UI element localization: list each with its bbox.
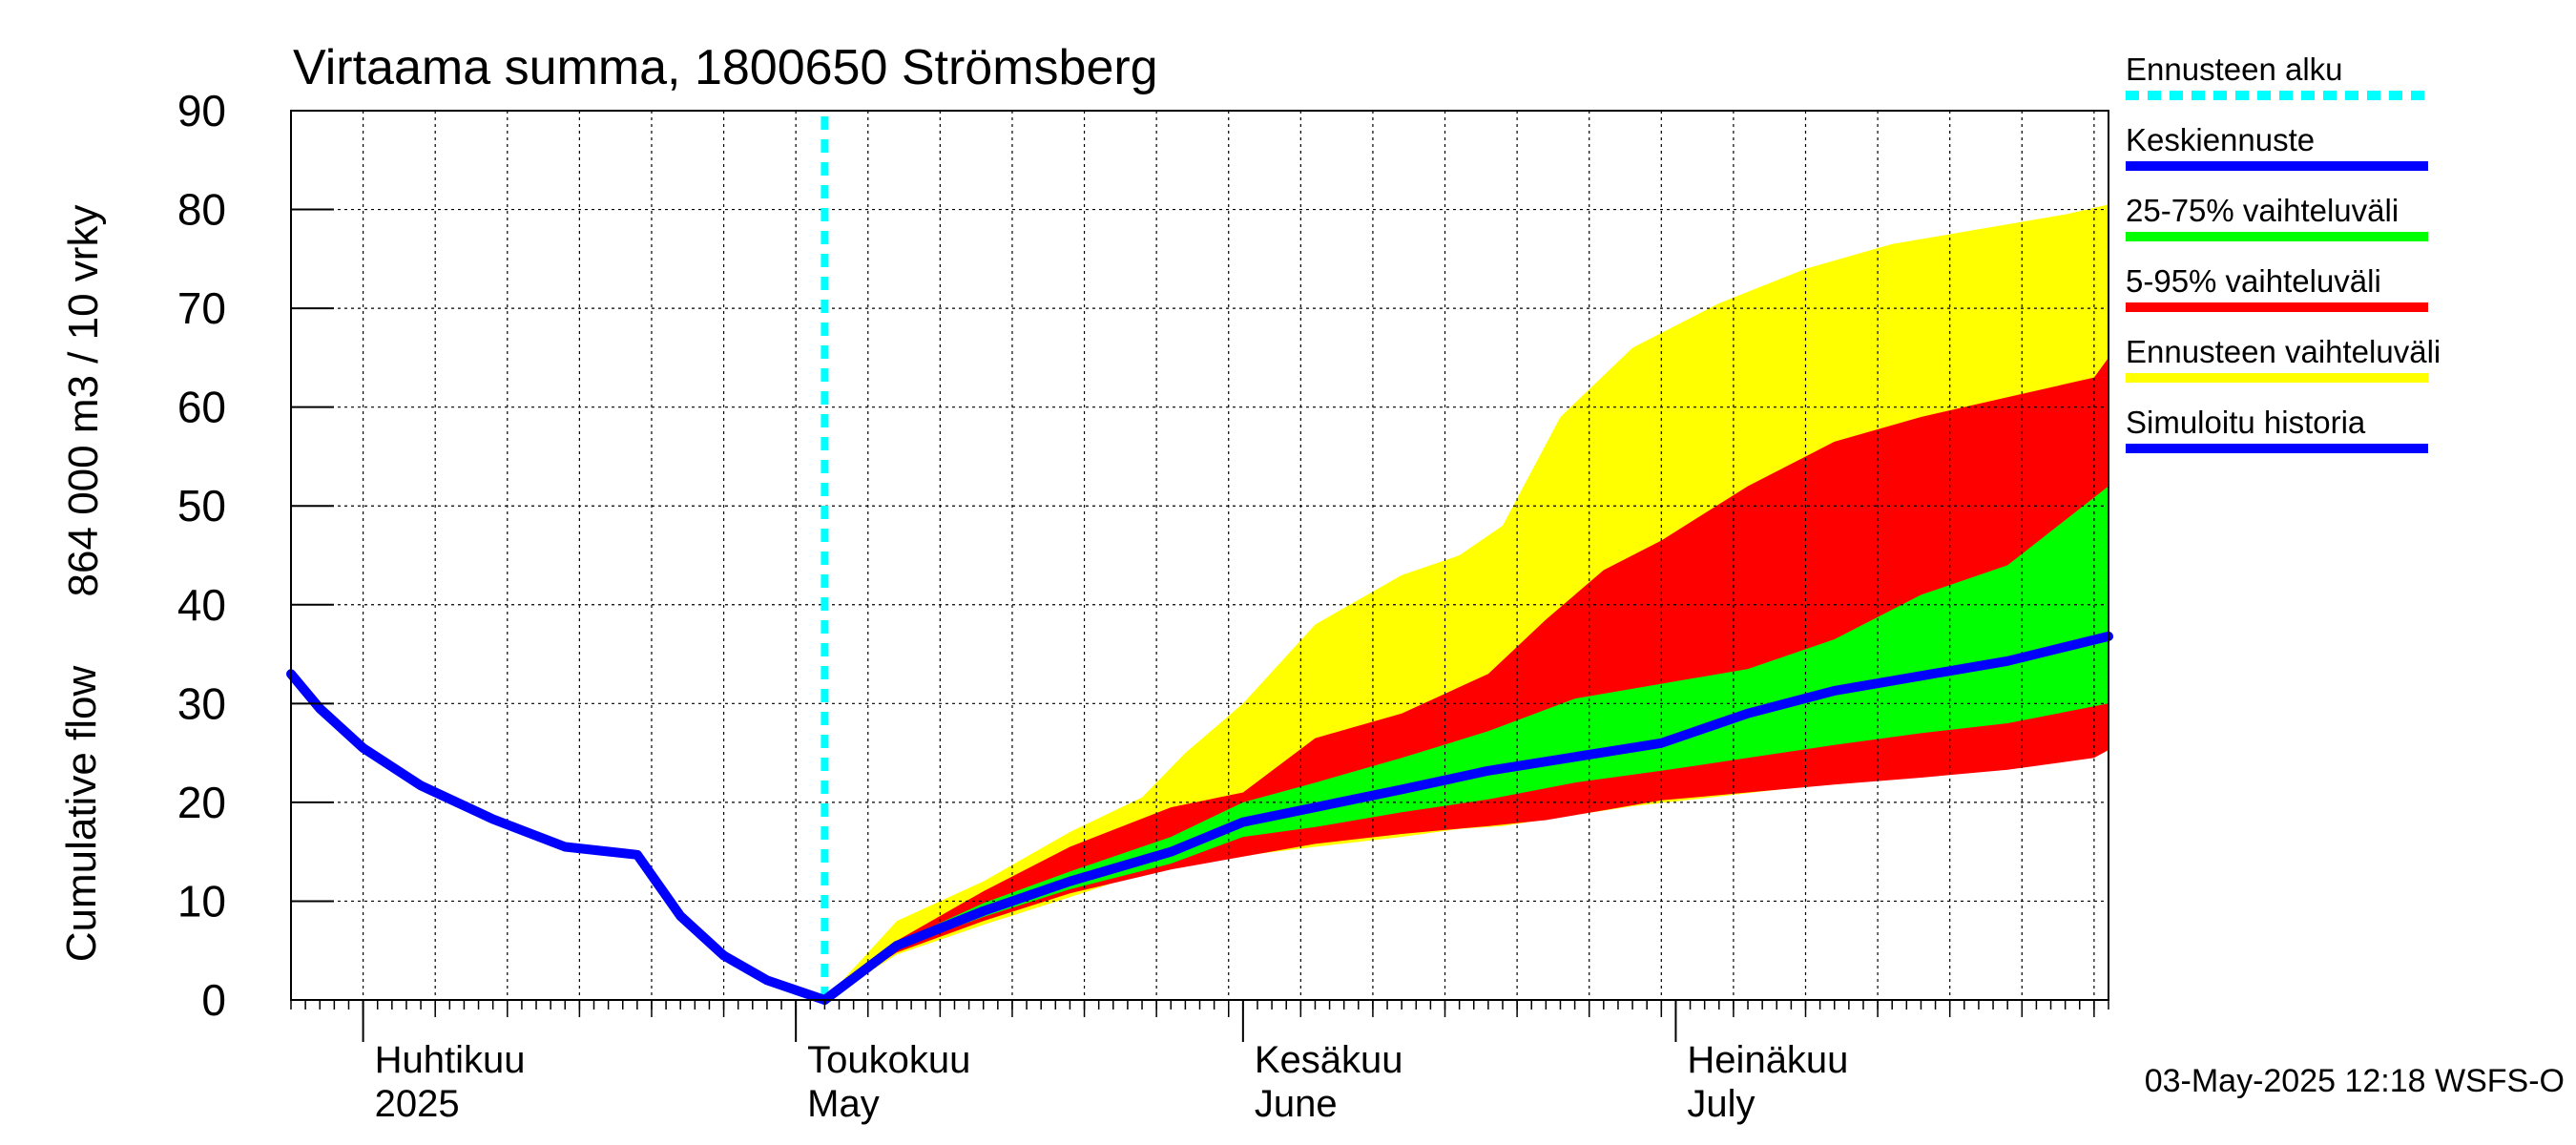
chart-title: Virtaama summa, 1800650 Strömsberg: [293, 40, 1158, 95]
y-tick-label: 60: [177, 383, 226, 432]
grid-layer: [291, 111, 2109, 1000]
y-tick-label: 10: [177, 876, 226, 926]
legend-label: Keskiennuste: [2126, 122, 2315, 157]
y-tick-label: 90: [177, 86, 226, 135]
legend-label: Ennusteen vaihteluväli: [2126, 334, 2441, 369]
band-25-75: [824, 486, 2109, 1000]
y-tick-label: 50: [177, 481, 226, 531]
month-label-fi: Heinäkuu: [1687, 1039, 1848, 1081]
month-label-fi: Toukokuu: [807, 1039, 970, 1081]
y-axis-label-line1: 864 000 m3 / 10 vrky: [60, 205, 107, 597]
y-tick-label: 30: [177, 678, 226, 728]
y-tick-label: 80: [177, 185, 226, 235]
legend-label: Ennusteen alku: [2126, 52, 2343, 87]
legend-label: Simuloitu historia: [2126, 405, 2366, 440]
y-axis-label-line2: Cumulative flow: [58, 666, 105, 963]
bands-layer: [824, 204, 2109, 1000]
month-label-en: 2025: [375, 1083, 460, 1125]
median-forecast-line: [820, 631, 2113, 1005]
band-5-95: [824, 357, 2109, 1000]
y-tick-label: 40: [177, 580, 226, 630]
month-label-en: July: [1687, 1083, 1755, 1125]
y-tick-label: 20: [177, 778, 226, 827]
y-tick-label: 70: [177, 283, 226, 333]
month-label-en: June: [1255, 1083, 1338, 1125]
simulated-history-line: [286, 669, 830, 1005]
month-label-fi: Kesäkuu: [1255, 1039, 1403, 1081]
y-tick-label: 0: [201, 975, 226, 1025]
legend-label: 5-95% vaihteluväli: [2126, 263, 2381, 299]
legend-label: 25-75% vaihteluväli: [2126, 193, 2399, 228]
month-label-fi: Huhtikuu: [375, 1039, 526, 1081]
legend: Ennusteen alku Keskiennuste 25-75% vaihtel…: [2126, 52, 2441, 453]
month-label-en: May: [807, 1083, 880, 1125]
band-full-range: [824, 204, 2109, 1000]
timestamp-label: 03-May-2025 12:18 WSFS-O: [2145, 1063, 2565, 1099]
lines-layer: [286, 116, 2113, 1005]
